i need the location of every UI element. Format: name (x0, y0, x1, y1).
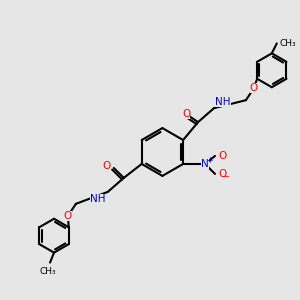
Text: NH: NH (215, 97, 230, 107)
Text: −: − (223, 172, 230, 182)
Text: N: N (201, 159, 209, 169)
Text: +: + (206, 157, 212, 166)
Text: O: O (250, 83, 258, 93)
Text: CH₃: CH₃ (40, 267, 56, 276)
Text: O: O (103, 161, 111, 171)
Text: NH: NH (90, 194, 106, 204)
Text: O: O (218, 151, 226, 161)
Text: O: O (64, 211, 72, 221)
Text: O: O (182, 109, 190, 119)
Text: O: O (218, 169, 226, 179)
Text: CH₃: CH₃ (280, 39, 296, 48)
